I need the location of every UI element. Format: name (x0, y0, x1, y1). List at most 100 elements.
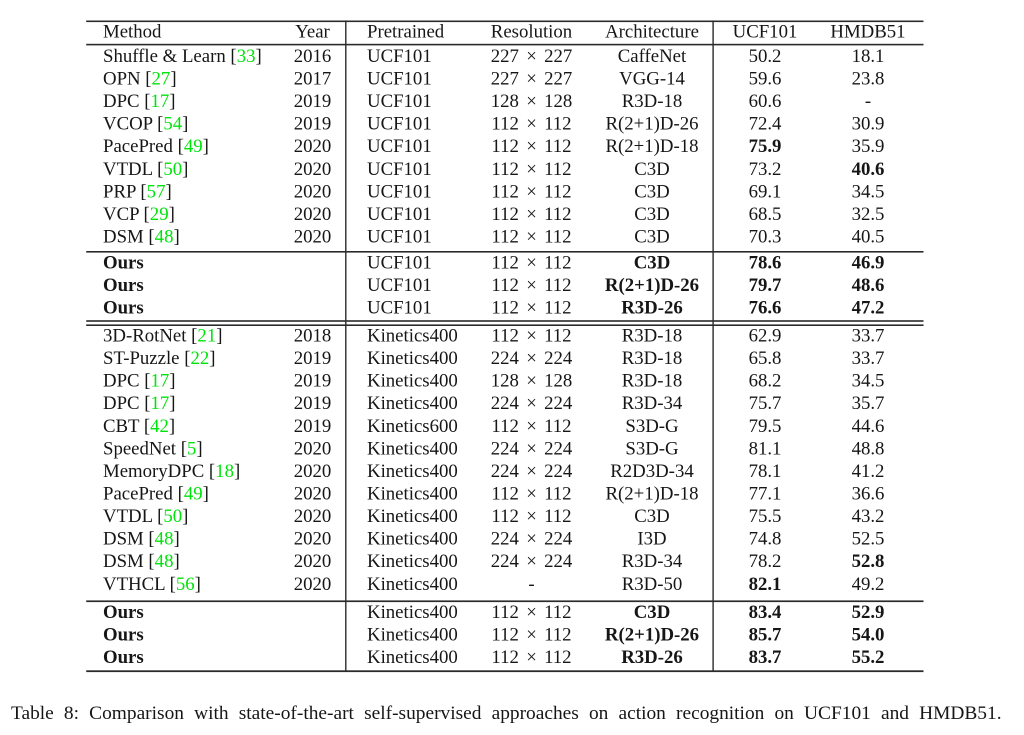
svg-text:C3D: C3D (634, 159, 669, 180)
svg-text:OPN [27]: OPN [27] (103, 69, 177, 90)
svg-text:2020: 2020 (294, 506, 332, 527)
svg-text:43.2: 43.2 (852, 506, 885, 527)
svg-text:2019: 2019 (294, 416, 332, 437)
svg-text:62.9: 62.9 (749, 326, 782, 347)
svg-text:2020: 2020 (294, 204, 332, 225)
svg-text:112 × 112: 112 × 112 (491, 506, 571, 527)
svg-text:2019: 2019 (294, 371, 332, 392)
svg-text:R(2+1)D-18: R(2+1)D-18 (605, 484, 698, 505)
svg-text:UCF101: UCF101 (367, 114, 432, 135)
svg-text:78.1: 78.1 (749, 461, 782, 482)
svg-text:44.6: 44.6 (852, 416, 885, 437)
svg-text:79.7: 79.7 (749, 275, 782, 296)
svg-text:R3D-18: R3D-18 (622, 371, 683, 392)
svg-text:UCF101: UCF101 (367, 275, 432, 296)
svg-text:33.7: 33.7 (852, 326, 885, 347)
svg-text:2019: 2019 (294, 348, 332, 369)
svg-text:R3D-18: R3D-18 (622, 326, 683, 347)
svg-text:112 × 112: 112 × 112 (491, 625, 571, 646)
svg-text:36.6: 36.6 (852, 484, 885, 505)
svg-text:81.1: 81.1 (749, 438, 782, 459)
svg-text:224 × 224: 224 × 224 (491, 551, 573, 572)
svg-text:UCF101: UCF101 (367, 136, 432, 157)
svg-text:ST-Puzzle [22]: ST-Puzzle [22] (103, 348, 216, 369)
svg-text:PacePred [49]: PacePred [49] (103, 136, 209, 157)
svg-text:VCP [29]: VCP [29] (103, 204, 175, 225)
svg-text:85.7: 85.7 (749, 625, 782, 646)
svg-text:18.1: 18.1 (852, 46, 885, 67)
svg-text:R(2+1)D-18: R(2+1)D-18 (605, 136, 698, 157)
svg-text:47.2: 47.2 (852, 297, 885, 318)
svg-text:DPC [17]: DPC [17] (103, 371, 176, 392)
svg-text:55.2: 55.2 (852, 647, 885, 668)
svg-text:C3D: C3D (634, 602, 671, 623)
svg-text:73.2: 73.2 (749, 159, 782, 180)
svg-text:65.8: 65.8 (749, 348, 782, 369)
svg-text:DSM [48]: DSM [48] (103, 227, 180, 248)
svg-text:227 × 227: 227 × 227 (491, 46, 573, 67)
svg-text:69.1: 69.1 (749, 181, 782, 202)
svg-text:Kinetics400: Kinetics400 (367, 574, 458, 595)
svg-text:UCF101: UCF101 (367, 297, 432, 318)
svg-text:R(2+1)D-26: R(2+1)D-26 (605, 275, 699, 296)
svg-text:48.8: 48.8 (852, 438, 885, 459)
svg-text:VCOP [54]: VCOP [54] (103, 114, 188, 135)
svg-text:83.7: 83.7 (749, 647, 782, 668)
svg-text:UCF101: UCF101 (367, 204, 432, 225)
svg-text:Kinetics400: Kinetics400 (367, 348, 458, 369)
svg-text:34.5: 34.5 (852, 181, 885, 202)
svg-text:UCF101: UCF101 (367, 91, 432, 112)
svg-text:-: - (528, 574, 534, 595)
svg-text:Ours: Ours (103, 647, 144, 668)
svg-text:60.6: 60.6 (749, 91, 782, 112)
svg-text:224 × 224: 224 × 224 (491, 393, 573, 414)
svg-text:Architecture: Architecture (605, 22, 699, 43)
svg-text:UCF101: UCF101 (367, 46, 432, 67)
svg-text:Kinetics400: Kinetics400 (367, 461, 458, 482)
svg-text:112 × 112: 112 × 112 (491, 204, 571, 225)
svg-text:UCF101: UCF101 (367, 69, 432, 90)
svg-text:112 × 112: 112 × 112 (491, 484, 571, 505)
svg-text:2019: 2019 (294, 91, 332, 112)
svg-text:30.9: 30.9 (852, 114, 885, 135)
svg-text:CBT [42]: CBT [42] (103, 416, 175, 437)
svg-text:54.0: 54.0 (852, 625, 885, 646)
svg-text:PRP [57]: PRP [57] (103, 181, 172, 202)
svg-text:70.3: 70.3 (749, 227, 782, 248)
svg-text:UCF101: UCF101 (733, 22, 798, 43)
svg-text:PacePred [49]: PacePred [49] (103, 484, 209, 505)
svg-text:224 × 224: 224 × 224 (491, 461, 573, 482)
svg-text:112 × 112: 112 × 112 (491, 136, 571, 157)
svg-text:R3D-34: R3D-34 (622, 393, 683, 414)
svg-text:112 × 112: 112 × 112 (491, 181, 571, 202)
svg-text:Kinetics400: Kinetics400 (367, 371, 458, 392)
svg-text:C3D: C3D (634, 506, 669, 527)
svg-text:DSM [48]: DSM [48] (103, 551, 180, 572)
svg-text:VGG-14: VGG-14 (619, 69, 685, 90)
svg-text:23.8: 23.8 (852, 69, 885, 90)
svg-text:227 × 227: 227 × 227 (491, 69, 573, 90)
svg-text:112 × 112: 112 × 112 (491, 227, 571, 248)
svg-text:82.1: 82.1 (749, 574, 782, 595)
svg-text:Table 8: Comparison with state: Table 8: Comparison with state-of-the-ar… (11, 703, 1002, 724)
svg-text:CaffeNet: CaffeNet (618, 46, 687, 67)
svg-text:UCF101: UCF101 (367, 181, 432, 202)
svg-text:Ours: Ours (103, 625, 144, 646)
svg-text:Kinetics400: Kinetics400 (367, 551, 458, 572)
svg-text:Kinetics400: Kinetics400 (367, 625, 458, 646)
svg-text:UCF101: UCF101 (367, 159, 432, 180)
svg-text:32.5: 32.5 (852, 204, 885, 225)
svg-text:2017: 2017 (294, 69, 332, 90)
svg-text:33.7: 33.7 (852, 348, 885, 369)
svg-text:59.6: 59.6 (749, 69, 782, 90)
svg-text:R2D3D-34: R2D3D-34 (610, 461, 694, 482)
svg-text:C3D: C3D (634, 181, 669, 202)
svg-text:R3D-34: R3D-34 (622, 551, 683, 572)
svg-text:DPC [17]: DPC [17] (103, 393, 176, 414)
svg-text:2020: 2020 (294, 181, 332, 202)
svg-text:128 × 128: 128 × 128 (491, 91, 573, 112)
svg-text:Kinetics400: Kinetics400 (367, 602, 458, 623)
svg-text:128 × 128: 128 × 128 (491, 371, 573, 392)
svg-text:2016: 2016 (294, 46, 332, 67)
svg-text:-: - (865, 91, 871, 112)
